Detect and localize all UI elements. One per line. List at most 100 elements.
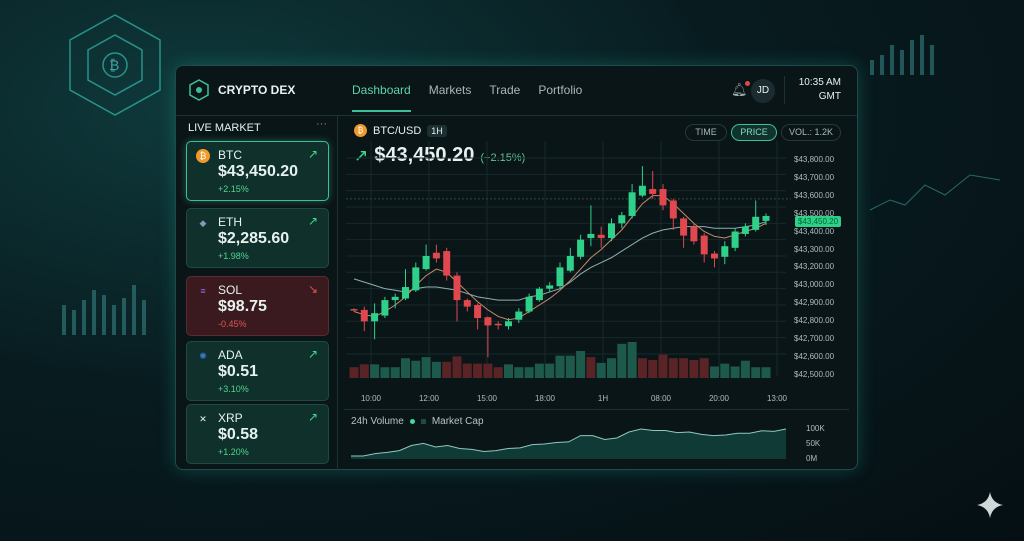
- pair-name: BTC/USD: [373, 124, 422, 137]
- time-axis-tick: 13:00: [766, 394, 788, 403]
- candle: [474, 305, 482, 319]
- market-card-ada[interactable]: ✺ ADA $0.51 +3.10% ↗: [186, 341, 329, 401]
- volume-bar: [617, 343, 627, 378]
- market-card-sol[interactable]: ≡ SOL $98.75 -0.45% ↘: [186, 276, 329, 336]
- volume-bar: [761, 367, 771, 378]
- candle: [649, 189, 657, 194]
- candle: [515, 311, 523, 320]
- candle: [638, 185, 646, 196]
- market-card-eth[interactable]: ◆ ETH $2,285.60 +1.98% ↗: [186, 208, 329, 268]
- divider: [344, 409, 849, 410]
- card-symbol: SOL: [218, 283, 243, 297]
- nav-portfolio[interactable]: Portfolio: [538, 83, 583, 97]
- card-price: $0.58: [218, 426, 259, 443]
- ma-fast-line: [353, 195, 767, 321]
- candle: [741, 226, 749, 234]
- price-axis-tick: $43,500.00: [794, 208, 835, 218]
- candle: [659, 189, 667, 206]
- solana-icon: ≡: [200, 286, 206, 296]
- volume-bar: [411, 360, 421, 378]
- nav-markets[interactable]: Markets: [428, 83, 472, 97]
- volume-bar: [648, 360, 658, 378]
- volume-bar: [452, 356, 462, 378]
- main-nav: Dashboard Markets Trade Portfolio: [352, 83, 582, 112]
- candle: [432, 252, 440, 259]
- market-card-xrp[interactable]: ✕ XRP $0.58 +1.20% ↗: [186, 404, 329, 464]
- legend-24h-volume: 24h Volume: [351, 416, 404, 427]
- timeframe-badge[interactable]: 1H: [427, 124, 447, 137]
- price-axis-tick: $42,500.00: [794, 369, 835, 379]
- volume-bar: [730, 366, 740, 378]
- candle: [463, 300, 471, 307]
- time-axis-tick: 12:00: [418, 394, 440, 403]
- candle: [690, 226, 698, 242]
- volume-toggle[interactable]: VOL.: 1.2K: [781, 124, 841, 141]
- price-axis-tick: $42,800.00: [794, 316, 835, 326]
- volume-bar: [596, 362, 606, 378]
- nav-dashboard[interactable]: Dashboard: [352, 83, 411, 112]
- volume-bar: [473, 363, 483, 378]
- card-price: $98.75: [218, 298, 267, 315]
- sparkle-icon: [977, 492, 1003, 518]
- card-price: $0.51: [218, 363, 259, 380]
- bell-icon[interactable]: 🔔︎: [731, 81, 749, 97]
- candle: [546, 285, 554, 289]
- volume-area-chart: [351, 428, 787, 459]
- volume-bar: [565, 355, 575, 378]
- price-axis-tick: $43,400.00: [794, 226, 835, 236]
- volume-bar: [349, 367, 359, 378]
- candle: [412, 267, 420, 291]
- price-toggle[interactable]: PRICE: [731, 124, 777, 141]
- nav-trade[interactable]: Trade: [489, 83, 521, 97]
- candle: [711, 253, 718, 259]
- pair-header: ₿ BTC/USD 1H: [354, 124, 447, 137]
- candle: [381, 300, 389, 316]
- volume-bar: [483, 363, 493, 378]
- price-axis-tick: $42,700.00: [794, 334, 835, 343]
- volume-bar: [462, 363, 472, 378]
- volume-bar: [668, 358, 678, 378]
- candle: [371, 313, 379, 322]
- volume-bar: [607, 358, 616, 378]
- candlestick-chart[interactable]: [346, 141, 791, 391]
- price-axis-tick: $42,600.00: [794, 351, 835, 361]
- dashboard-window: CRYPTO DEX Dashboard Markets Trade Portf…: [175, 65, 858, 471]
- candle: [505, 321, 512, 327]
- candle: [577, 239, 585, 257]
- candle: [587, 233, 595, 239]
- card-change: -0.45%: [218, 319, 247, 329]
- brand[interactable]: CRYPTO DEX: [188, 79, 295, 101]
- legend-market-cap: Market Cap: [431, 416, 484, 427]
- candle: [453, 275, 461, 301]
- cardano-icon: ✺: [199, 351, 207, 361]
- volume-bar: [390, 367, 400, 378]
- candle: [556, 267, 564, 287]
- time-axis-tick: 18:00: [534, 394, 556, 403]
- time-axis-tick: 20:00: [708, 394, 730, 403]
- current-price: $43,450.20: [374, 144, 475, 166]
- card-symbol: ADA: [218, 348, 243, 362]
- candle: [752, 216, 760, 230]
- volume-bar: [524, 367, 534, 378]
- volume-bar: [699, 358, 709, 378]
- time-toggle[interactable]: TIME: [685, 124, 727, 141]
- more-icon[interactable]: ···: [316, 118, 327, 130]
- price-axis-tick: $43,800.00: [794, 155, 835, 164]
- card-symbol: BTC: [218, 148, 242, 162]
- arrow-up-right-icon: ↗: [307, 214, 318, 228]
- volume-bar: [421, 357, 431, 378]
- right-bars: [870, 35, 934, 75]
- market-card-btc[interactable]: ₿ BTC $43,450.20 +2.15% ↗: [186, 141, 329, 201]
- volume-bar: [504, 364, 513, 378]
- price-axis-tick: $43,000.00: [794, 280, 835, 290]
- candle: [402, 287, 409, 299]
- clock-time: 10:35 AM: [798, 77, 841, 88]
- header: CRYPTO DEX Dashboard Markets Trade Portf…: [176, 66, 857, 116]
- volume-bar: [751, 367, 761, 378]
- time-axis-tick: 08:00: [650, 394, 672, 403]
- candle: [628, 192, 636, 216]
- avatar[interactable]: JD: [751, 79, 775, 103]
- arrow-up-right-icon: ↗: [354, 146, 369, 165]
- card-symbol: ETH: [218, 215, 242, 229]
